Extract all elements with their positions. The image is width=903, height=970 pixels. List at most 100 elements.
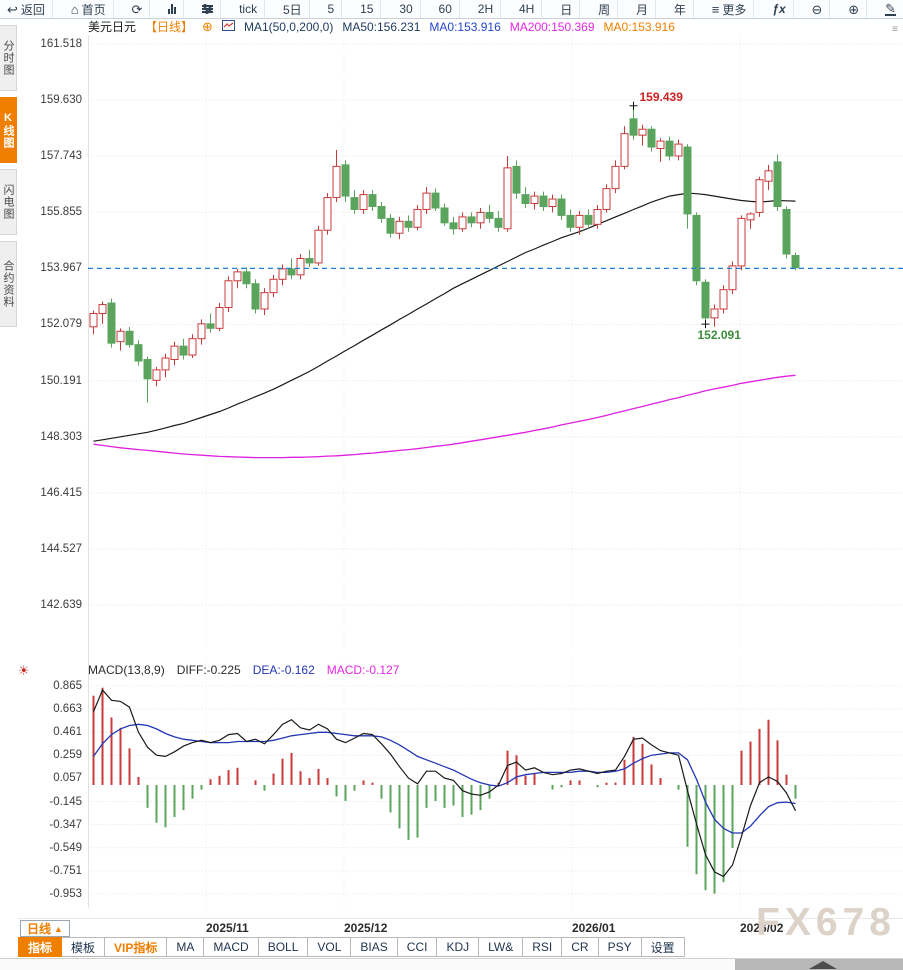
interval-year-button[interactable]: 年: [667, 0, 694, 18]
chevron-up-icon: ▲: [54, 923, 63, 934]
sidebar-item-kline-chart[interactable]: K线图: [0, 97, 17, 163]
tab-ma[interactable]: MA: [167, 937, 205, 957]
price-tick-label: 157.743: [40, 150, 82, 163]
fx-button[interactable]: ƒx: [765, 0, 794, 18]
svg-text:152.091: 152.091: [698, 328, 742, 342]
period-label: 日线: [27, 922, 52, 936]
chart-type-button[interactable]: [161, 0, 185, 18]
sidebar-item-flash-chart[interactable]: 闪电图: [0, 169, 17, 235]
interval-week-button[interactable]: 周: [591, 0, 619, 18]
price-tick-label: 155.855: [40, 206, 82, 219]
price-tick-label: 161.518: [40, 38, 82, 50]
tab-boll[interactable]: BOLL: [258, 937, 309, 957]
indicator-tabs-row: 指标 模板 VIP指标 MA MACD BOLL VOL BIAS CCI KDJ LW& RSI CR…: [18, 937, 685, 957]
more-button[interactable]: ≡ 更多: [705, 0, 755, 18]
interval-5m-button[interactable]: 5: [321, 0, 343, 18]
zoom-in-button[interactable]: ⊕: [841, 0, 868, 18]
price-tick-label: 152.079: [40, 318, 82, 331]
zoom-in-icon: ⊕: [848, 1, 860, 17]
zoom-out-icon: ⊖: [811, 1, 823, 17]
indicator-settings-icon[interactable]: ☀: [18, 663, 30, 678]
tab-cr[interactable]: CR: [562, 937, 599, 957]
xaxis-date-label: 2025/11: [206, 921, 249, 935]
macd-tick-label: -0.953: [49, 887, 82, 900]
interval-4h-button-label: 4H: [519, 2, 535, 16]
sidebar-item-contract-info[interactable]: 合约资料: [0, 241, 17, 327]
period-selector-button[interactable]: 日线 ▲: [20, 920, 70, 937]
scroll-up-arrow-icon[interactable]: [809, 961, 837, 969]
ma50-value: MA50:156.231: [342, 19, 421, 34]
interval-2h-button[interactable]: 2H: [471, 0, 502, 18]
tab-kdj[interactable]: KDJ: [437, 937, 480, 957]
interval-5d-button[interactable]: 5日: [276, 0, 310, 18]
tab-lw[interactable]: LW&: [479, 937, 524, 957]
macd-chart: [88, 658, 903, 913]
tab-cci[interactable]: CCI: [397, 937, 438, 957]
price-tick-label: 150.191: [40, 374, 82, 387]
price-tick-label: 153.967: [40, 262, 82, 275]
interval-15m-button-label: 15: [360, 2, 374, 16]
draw-icon: ✎: [885, 0, 896, 16]
price-tick-label: 148.303: [40, 430, 82, 443]
tab-bias[interactable]: BIAS: [351, 937, 398, 957]
interval-15m-button[interactable]: 15: [353, 0, 382, 18]
price-tick-label: 146.415: [40, 486, 82, 499]
macd-tick-label: 0.663: [53, 703, 82, 716]
macd-tick-label: -0.347: [49, 818, 82, 831]
draw-button[interactable]: ✎: [878, 0, 903, 18]
sidebar-item-time-chart[interactable]: 分时图: [0, 25, 17, 91]
macd-tick-label: 0.461: [53, 726, 82, 739]
menu-icon: ≡: [711, 1, 720, 17]
tab-vol[interactable]: VOL: [308, 937, 352, 957]
interval-5d-button-label: 5日: [282, 2, 302, 17]
dea-value: DEA:-0.162: [252, 662, 315, 677]
interval-30m-button-label: 30: [399, 2, 413, 16]
xaxis-date-label: 2026/01: [572, 921, 616, 935]
price-tick-label: 159.630: [40, 94, 82, 107]
ma200-value: MA200:150.369: [509, 19, 595, 34]
tab-psy[interactable]: PSY: [598, 937, 642, 957]
interval-day-button[interactable]: 日: [553, 0, 581, 18]
interval-month-button[interactable]: 月: [629, 0, 657, 18]
interval-60m-button[interactable]: 60: [432, 0, 460, 18]
interval-year-button-label: 年: [673, 2, 686, 17]
add-indicator-icon[interactable]: ⊕: [202, 19, 213, 34]
diff-value: DIFF:-0.225: [176, 662, 241, 677]
candlestick-chart: 159.439 152.091: [88, 35, 903, 653]
more-button-label: 更多: [722, 2, 747, 17]
xaxis-row: 日线 ▲ 2025/11 2025/12 2026/01 2026/02: [18, 918, 903, 937]
mini-chart-icon[interactable]: [221, 20, 235, 33]
scrollbar-thumb[interactable]: [735, 959, 903, 970]
refresh-icon: ⟳: [131, 1, 143, 17]
xaxis-date-label: 2026/02: [740, 921, 784, 935]
axis-divider: [88, 35, 89, 908]
tab-vip-indicator[interactable]: VIP指标: [105, 937, 168, 957]
indicator-params-button[interactable]: [195, 0, 222, 18]
ma0-value-blue: MA0:153.916: [429, 19, 501, 34]
interval-4h-button[interactable]: 4H: [512, 0, 543, 18]
bottom-scrollbar[interactable]: [0, 958, 903, 970]
back-button[interactable]: ↩ 返回: [0, 0, 53, 18]
tab-settings[interactable]: 设置: [641, 937, 685, 957]
symbol-name: 美元日元: [88, 19, 137, 34]
macd-legend: MACD(13,8,9) DIFF:-0.225 DEA:-0.162 MACD:-0…: [88, 662, 399, 677]
tab-template[interactable]: 模板: [62, 937, 106, 957]
interval-5m-button-label: 5: [327, 2, 335, 16]
svg-text:159.439: 159.439: [640, 90, 684, 104]
chart-options-icon[interactable]: ≡: [892, 24, 898, 35]
interval-30m-button[interactable]: 30: [392, 0, 421, 18]
zoom-out-button[interactable]: ⊖: [805, 0, 831, 18]
interval-tick-button[interactable]: tick: [232, 0, 266, 18]
interval-60m-button-label: 60: [438, 2, 452, 16]
refresh-button[interactable]: ⟳: [125, 0, 151, 18]
macd-value: MACD:-0.127: [326, 662, 400, 677]
tab-indicator[interactable]: 指标: [18, 937, 63, 957]
home-icon: ⌂: [70, 1, 79, 17]
home-button[interactable]: ⌂ 首页: [64, 0, 114, 18]
tab-rsi[interactable]: RSI: [523, 937, 563, 957]
bar-chart-icon: [168, 4, 177, 14]
ma-params: MA1(50,0,200,0): [243, 19, 334, 34]
tab-macd[interactable]: MACD: [204, 937, 259, 957]
back-icon: ↩: [7, 1, 18, 17]
watermark: FX678: [756, 901, 896, 944]
